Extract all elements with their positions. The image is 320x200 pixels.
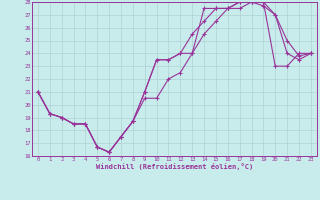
X-axis label: Windchill (Refroidissement éolien,°C): Windchill (Refroidissement éolien,°C) [96,164,253,170]
